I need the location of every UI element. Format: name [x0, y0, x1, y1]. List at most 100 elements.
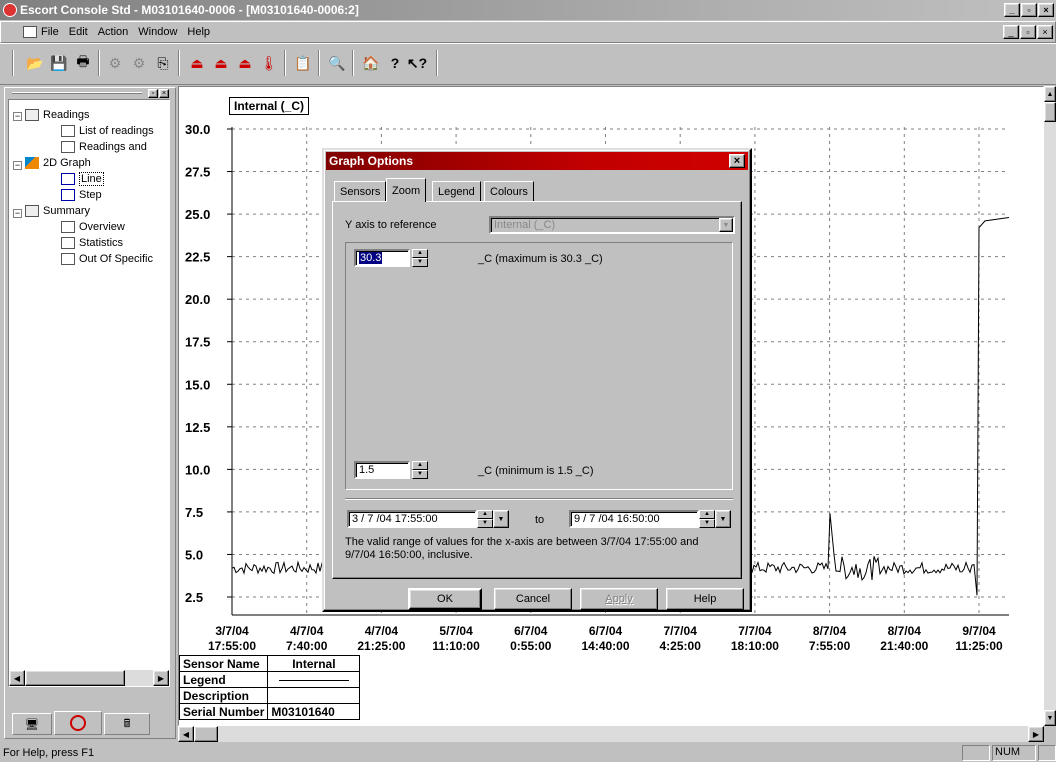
tree-item-overview[interactable]: Overview — [61, 219, 125, 235]
x-to-field[interactable]: 9 / 7 /04 16:50:00 — [569, 510, 699, 528]
x-from-stepper[interactable]: ▲ ▼ — [477, 510, 493, 528]
status-num: NUM — [992, 745, 1036, 761]
tree-item-out-of-spec[interactable]: Out Of Specific — [61, 251, 153, 267]
zoom-tab-panel: Y axis to reference Internal (_C) ▼ 30.3… — [332, 201, 742, 579]
table-row: Legend — [178, 671, 361, 688]
tool-c-icon[interactable]: ⎘ — [157, 54, 169, 71]
tree-item-list-of-readings[interactable]: List of readings — [61, 123, 154, 139]
pane-restore-button[interactable]: ▫ — [148, 89, 158, 98]
x-tick-time: 7:40:00 — [286, 639, 328, 653]
minimize-button[interactable]: _ — [1004, 3, 1020, 17]
tab-sensors[interactable]: Sensors — [334, 181, 387, 201]
help-button[interactable]: Help — [666, 588, 744, 610]
scroll-thumb[interactable] — [25, 670, 125, 686]
open-icon[interactable]: 📂 — [26, 54, 44, 71]
scroll-right-button[interactable]: ▶ — [153, 670, 169, 686]
sensor-name-label: Sensor Name — [178, 655, 269, 672]
menu-file[interactable]: File — [41, 26, 59, 38]
x-tick-date: 6/7/04 — [589, 624, 623, 638]
tab-calc[interactable]: 🖩 — [104, 713, 150, 735]
pane-close-button[interactable]: × — [159, 89, 169, 98]
menu-edit[interactable]: Edit — [68, 26, 88, 38]
tree-item-step[interactable]: Step — [61, 187, 102, 203]
hscroll-left-button[interactable]: ◀ — [178, 726, 194, 742]
y-tick-label: 25.0 — [185, 207, 210, 222]
logger-stop-icon[interactable]: ⏏ — [238, 54, 252, 71]
tree-item-readings[interactable]: Readings — [25, 107, 89, 123]
print-icon[interactable]: 🖶 — [76, 53, 90, 69]
apply-button[interactable]: Apply — [580, 588, 658, 610]
legend-label: Legend — [178, 671, 269, 688]
mdi-minimize-button[interactable]: _ — [1003, 25, 1019, 39]
logger-read-icon[interactable]: ⏏ — [190, 54, 204, 71]
logger-setup-icon[interactable]: ⏏ — [214, 54, 228, 71]
min-value-field[interactable]: 1.5 — [354, 461, 410, 479]
menu-window[interactable]: Window — [138, 26, 178, 38]
save-icon[interactable]: 💾 — [50, 54, 68, 71]
hscroll-right-button[interactable]: ▶ — [1028, 726, 1044, 742]
min-label: _C (minimum is 1.5 _C) — [478, 465, 594, 477]
tool-b-icon[interactable]: ⚙ — [132, 54, 146, 71]
vscroll-up-button[interactable]: ▲ — [1044, 86, 1056, 102]
document-icon — [61, 237, 75, 249]
x-tick-time: 0:55:00 — [510, 639, 552, 653]
help-icon[interactable]: ? — [390, 55, 400, 71]
tree-item-2d-graph[interactable]: 2D Graph — [25, 155, 91, 171]
tab-zoom[interactable]: Zoom — [386, 178, 427, 202]
copy-icon[interactable]: 📋 — [294, 54, 312, 71]
cancel-button[interactable]: Cancel — [494, 588, 572, 610]
table-row: Sensor Name Internal — [178, 655, 361, 672]
thermometer-icon[interactable]: 🌡 — [260, 54, 278, 71]
tab-files[interactable]: 🖥 — [12, 713, 52, 735]
y-axis-label: Y axis to reference — [345, 219, 437, 231]
graph-vscroll[interactable]: ▲ ▼ — [1044, 86, 1056, 726]
max-value-stepper[interactable]: ▲ ▼ — [412, 249, 428, 267]
tree-item-summary[interactable]: Summary — [25, 203, 90, 219]
context-help-icon[interactable]: ↖? — [406, 54, 428, 71]
y-axis-select[interactable]: Internal (_C) ▼ — [489, 216, 735, 234]
tree-item-line[interactable]: Line — [61, 171, 104, 187]
y-tick-label: 22.5 — [185, 250, 210, 265]
menu-action[interactable]: Action — [97, 26, 129, 38]
x-tick-date: 8/7/04 — [888, 624, 922, 638]
vscroll-down-button[interactable]: ▼ — [1044, 710, 1056, 726]
tab-logger[interactable] — [54, 711, 102, 735]
logger-icon — [70, 715, 86, 731]
close-button[interactable]: × — [1038, 3, 1054, 17]
x-from-field[interactable]: 3 / 7 /04 17:55:00 — [347, 510, 477, 528]
x-tick-time: 7:55:00 — [809, 639, 851, 653]
dialog-close-button[interactable]: × — [729, 154, 745, 168]
x-from-dropdown[interactable]: ▼ — [493, 510, 509, 528]
tab-legend[interactable]: Legend — [432, 181, 481, 201]
mdi-restore-button[interactable]: ▫ — [1020, 25, 1036, 39]
home-icon[interactable]: 🏠 — [362, 54, 380, 71]
scroll-left-button[interactable]: ◀ — [9, 670, 25, 686]
min-value-stepper[interactable]: ▲ ▼ — [412, 461, 428, 479]
tab-colours[interactable]: Colours — [484, 181, 534, 201]
ok-button[interactable]: OK — [408, 588, 482, 610]
tool-a-icon[interactable]: ⚙ — [108, 54, 122, 71]
hscroll-thumb[interactable] — [194, 726, 218, 742]
restore-button[interactable]: ▫ — [1021, 3, 1037, 17]
collapse-summary[interactable]: − — [13, 208, 22, 218]
tree-item-statistics[interactable]: Statistics — [61, 235, 123, 251]
table-row: Serial Number M03101640 — [178, 703, 361, 720]
document-icon — [61, 253, 75, 265]
y-tick-label: 30.0 — [185, 122, 210, 137]
x-to-dropdown[interactable]: ▼ — [715, 510, 731, 528]
max-value-field[interactable]: 30.3 — [354, 249, 410, 267]
tree-hscrollbar[interactable]: ◀ ▶ — [9, 670, 169, 686]
vscroll-thumb[interactable] — [1044, 102, 1056, 122]
folder-icon — [25, 205, 39, 217]
zoom-icon[interactable]: 🔍 — [328, 54, 346, 71]
mdi-close-button[interactable]: × — [1037, 25, 1053, 39]
graph-hscroll[interactable]: ◀ ▶ — [178, 726, 1044, 742]
tree-item-readings-and[interactable]: Readings and — [61, 139, 147, 155]
chevron-down-icon[interactable]: ▼ — [719, 218, 733, 232]
description-label: Description — [178, 687, 269, 704]
x-to-stepper[interactable]: ▲ ▼ — [699, 510, 715, 528]
collapse-readings[interactable]: − — [13, 111, 22, 121]
collapse-2d-graph[interactable]: − — [13, 160, 22, 170]
x-tick-date: 7/7/04 — [738, 624, 772, 638]
menu-help[interactable]: Help — [187, 26, 211, 38]
